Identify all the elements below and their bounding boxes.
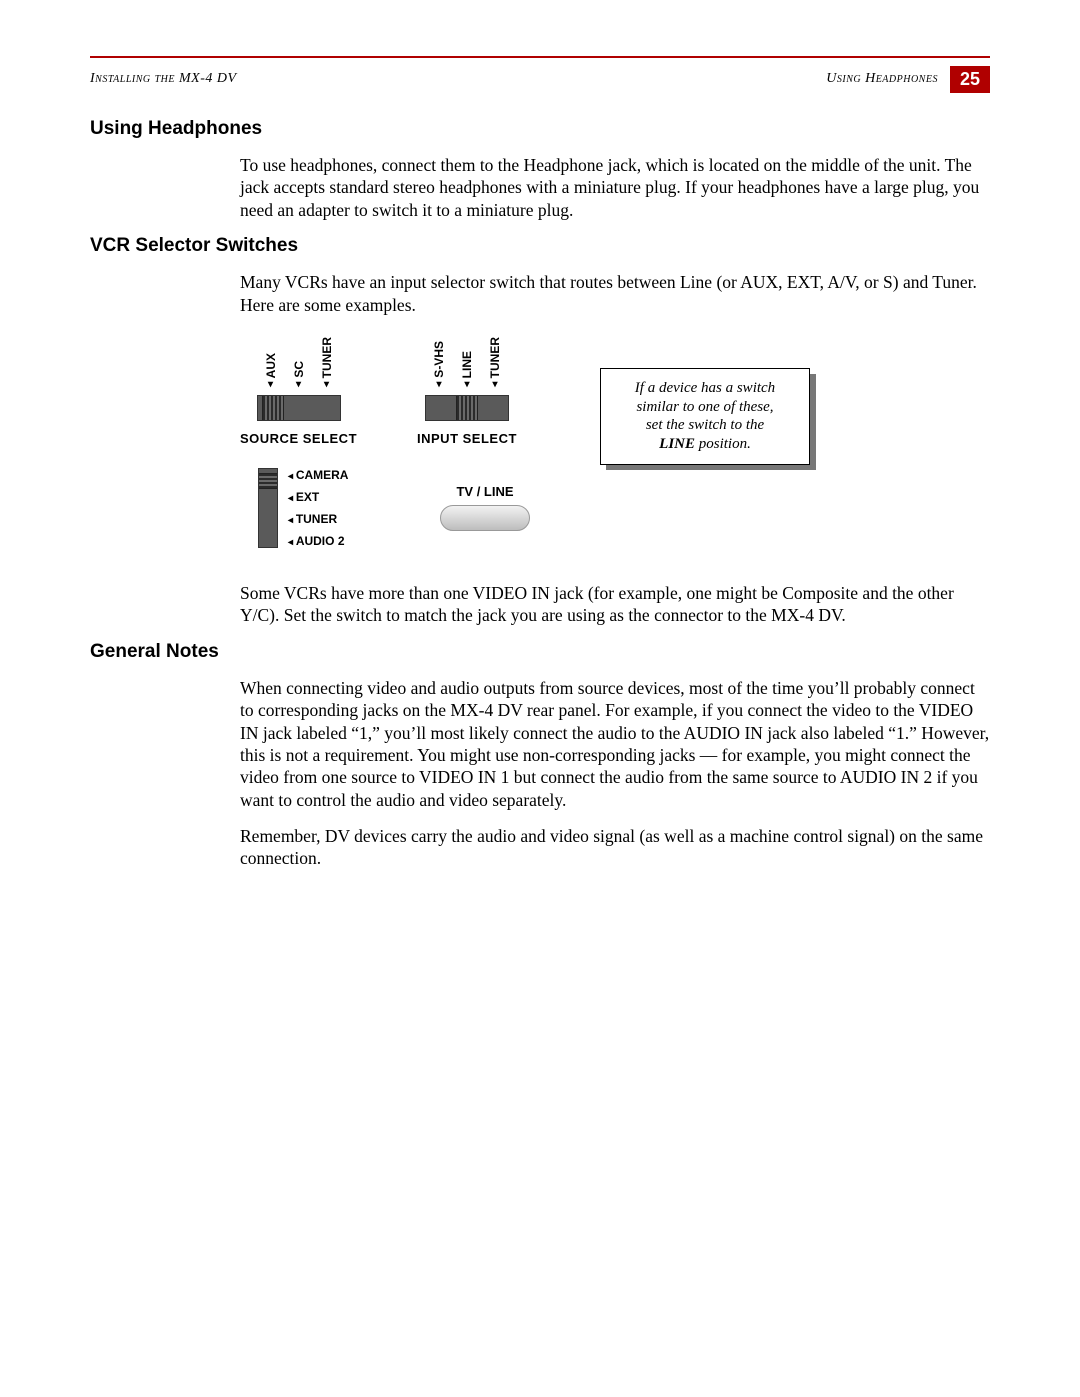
general-para-1: When connecting video and audio outputs … — [240, 677, 990, 811]
vlabel-ext: EXT — [288, 490, 348, 504]
down-arrow-icon: ▾ — [436, 380, 441, 390]
label-tuner2: TUNER▾ — [488, 337, 502, 390]
vertical-slider-knob — [259, 473, 277, 489]
label-line: LINE▾ — [460, 351, 474, 390]
header-right: Using Headphones 25 — [826, 66, 990, 93]
note-line-4-rest: position. — [695, 436, 751, 452]
general-para-2: Remember, DV devices carry the audio and… — [240, 825, 990, 870]
tv-line-pill-button — [440, 505, 530, 531]
input-select-slider — [425, 395, 509, 421]
note-line-1: If a device has a switch — [635, 380, 775, 396]
slider-knob — [262, 396, 284, 420]
note-callout: If a device has a switch similar to one … — [600, 368, 810, 465]
vcr-switch-figure: AUX▾ SC▾ TUNER▾ SOURCE SELECT S-VHS▾ LIN… — [240, 334, 990, 564]
down-arrow-icon: ▾ — [492, 380, 497, 390]
section-title-vcr: VCR Selector Switches — [90, 235, 990, 257]
vertical-switch: CAMERA EXT TUNER AUDIO 2 — [258, 468, 990, 548]
label-sc: SC▾ — [292, 361, 306, 390]
section-title-general: General Notes — [90, 641, 990, 663]
vertical-slider — [258, 468, 278, 548]
tv-line-label: TV / LINE — [440, 484, 530, 499]
page-header: Installing the MX-4 DV Using Headphones … — [90, 66, 990, 92]
vcr-body-2: Some VCRs have more than one VIDEO IN ja… — [240, 582, 990, 627]
vertical-switch-labels: CAMERA EXT TUNER AUDIO 2 — [288, 468, 348, 548]
down-arrow-icon: ▾ — [268, 380, 273, 390]
header-right-label: Using Headphones — [826, 71, 938, 87]
note-box: If a device has a switch similar to one … — [600, 368, 810, 465]
down-arrow-icon: ▾ — [324, 380, 329, 390]
note-line-3: set the switch to the — [646, 417, 764, 433]
vcr-body-1: Many VCRs have an input selector switch … — [240, 271, 990, 316]
note-line-2: similar to one of these, — [636, 399, 773, 415]
page-content: Using Headphones To use headphones, conn… — [90, 110, 990, 884]
input-select-switch: S-VHS▾ LINE▾ TUNER▾ INPUT SELECT — [417, 334, 517, 446]
label-aux: AUX▾ — [264, 353, 278, 390]
vcr-para-1: Many VCRs have an input selector switch … — [240, 271, 990, 316]
header-left: Installing the MX-4 DV — [90, 71, 237, 87]
vlabel-tuner: TUNER — [288, 512, 348, 526]
source-select-caption: SOURCE SELECT — [240, 431, 357, 446]
down-arrow-icon: ▾ — [296, 380, 301, 390]
slider-knob — [456, 396, 478, 420]
page-number-box: 25 — [950, 66, 990, 93]
vlabel-audio2: AUDIO 2 — [288, 534, 348, 548]
headphones-body: To use headphones, connect them to the H… — [240, 154, 990, 221]
vcr-para-2: Some VCRs have more than one VIDEO IN ja… — [240, 582, 990, 627]
source-select-switch: AUX▾ SC▾ TUNER▾ SOURCE SELECT — [240, 334, 357, 446]
note-line-4-bold: LINE — [659, 436, 695, 452]
input-select-caption: INPUT SELECT — [417, 431, 517, 446]
general-body: When connecting video and audio outputs … — [240, 677, 990, 870]
source-select-labels: AUX▾ SC▾ TUNER▾ — [264, 334, 334, 390]
tv-line-switch: TV / LINE — [440, 484, 530, 531]
down-arrow-icon: ▾ — [464, 380, 469, 390]
section-title-headphones: Using Headphones — [90, 118, 990, 140]
source-select-slider — [257, 395, 341, 421]
label-svhs: S-VHS▾ — [432, 341, 446, 390]
label-tuner: TUNER▾ — [320, 337, 334, 390]
input-select-labels: S-VHS▾ LINE▾ TUNER▾ — [432, 334, 502, 390]
header-rule — [90, 56, 990, 58]
headphones-para-1: To use headphones, connect them to the H… — [240, 154, 990, 221]
vlabel-camera: CAMERA — [288, 468, 348, 482]
